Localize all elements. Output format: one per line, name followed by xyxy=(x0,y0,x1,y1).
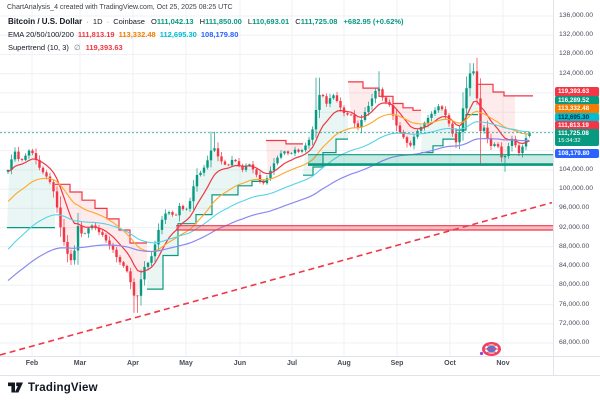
supertrend-value: 119,393.63 xyxy=(85,43,123,52)
supertrend-indicator-title[interactable]: Supertrend (10, 3) xyxy=(8,43,69,52)
supertrend-marker: ∅ xyxy=(73,43,81,52)
ema50-line xyxy=(7,110,530,253)
time-tick-label: Apr xyxy=(126,360,140,367)
price-tick-label: 88,000.00 xyxy=(559,242,590,250)
symbol-name[interactable]: Bitcoin / U.S. Dollar xyxy=(8,17,83,26)
price-tick-label: 136,000.00 xyxy=(559,12,594,19)
close-value: 111,725.08 xyxy=(300,17,338,26)
price-axis-divider xyxy=(553,0,554,375)
ema20-line xyxy=(7,100,530,273)
trendline-dashed xyxy=(0,201,553,356)
legend-separator: · xyxy=(106,17,110,26)
price-tick-label: 100,000.00 xyxy=(559,185,594,193)
time-tick-label: Jul xyxy=(286,360,298,367)
supertrend-down-line xyxy=(55,183,147,244)
time-axis-divider xyxy=(0,356,600,357)
price-tag: 112,695.30 xyxy=(555,112,599,123)
supertrend-down-fill xyxy=(478,84,515,157)
time-tick-label: Jun xyxy=(233,360,247,367)
price-tag: 111,813.19 xyxy=(555,121,599,131)
resistance-zone[interactable] xyxy=(176,225,553,231)
time-tick-label: Mar xyxy=(73,360,87,367)
sticker-icon[interactable] xyxy=(478,341,502,363)
price-tick-label: 132,000.00 xyxy=(559,31,594,39)
tradingview-branding[interactable]: TradingView xyxy=(8,380,98,395)
ema-value: 112,695.30 xyxy=(159,30,197,39)
gridlines xyxy=(0,0,553,356)
ema-value: 111,813.19 xyxy=(77,30,115,39)
low-label: L xyxy=(247,17,253,26)
chart-export-note: ChartAnalysis_4 created with TradingView… xyxy=(7,4,233,11)
open-value: 111,042.13 xyxy=(156,17,194,26)
price-tick-label: 72,000.00 xyxy=(559,319,590,327)
change-value: +682.95 (+0.62%) xyxy=(343,17,404,26)
symbol-legend-row[interactable]: Bitcoin / U.S. Dollar · 1D · Coinbase O1… xyxy=(8,17,404,26)
time-tick-label: May xyxy=(179,360,193,367)
close-label: C xyxy=(295,17,301,26)
footer-divider xyxy=(0,375,600,376)
high-value: 111,850.00 xyxy=(205,17,242,26)
price-tick-label: 104,000.00 xyxy=(559,165,594,173)
supertrend-up-fill xyxy=(7,150,55,228)
ema-value: 113,332.48 xyxy=(118,30,156,39)
candlestick-series xyxy=(6,57,531,313)
supertrend-up-line xyxy=(421,114,478,154)
price-tag: 116,289.52 xyxy=(555,95,599,106)
time-tick-label: Feb xyxy=(25,360,39,367)
price-tick-label: 84,000.00 xyxy=(559,262,590,270)
price-tick-label: 76,000.00 xyxy=(559,300,590,308)
supertrend-up-fill xyxy=(421,70,478,153)
supertrend-down-fill xyxy=(348,81,421,146)
symbol-exchange[interactable]: Coinbase xyxy=(113,17,145,26)
supertrend-down-line xyxy=(478,83,533,97)
supertrend-legend-row[interactable]: Supertrend (10, 3) ∅ 119,393.63 xyxy=(8,43,123,52)
legend-separator: · xyxy=(86,17,89,26)
price-tick-label: 128,000.00 xyxy=(559,50,594,58)
ema200-line xyxy=(7,137,530,282)
supertrend-down-fill xyxy=(266,140,303,177)
ema-legend-row[interactable]: EMA 20/50/100/200 111,813.19 113,332.48 112… xyxy=(8,30,238,39)
ema100-line xyxy=(7,121,530,250)
ema-indicator-title[interactable]: EMA 20/50/100/200 xyxy=(8,30,74,39)
price-tag: 108,179.80 xyxy=(555,148,599,159)
high-label: H xyxy=(199,17,206,26)
time-tick-label: Sep xyxy=(390,360,404,367)
supertrend-up-line xyxy=(303,138,348,176)
tradingview-logo-icon xyxy=(8,382,23,393)
price-tick-label: 68,000.00 xyxy=(559,339,590,346)
ema-value: 108,179.80 xyxy=(200,30,239,39)
time-tick-label: Aug xyxy=(337,360,351,367)
supertrend-up-fill xyxy=(147,146,266,290)
tradingview-brand-text: TradingView xyxy=(28,381,98,394)
price-tag: 119,393.63 xyxy=(555,87,599,97)
price-tick-label: 80,000.00 xyxy=(559,281,590,289)
price-countdown: 15:34:32 xyxy=(558,138,581,144)
price-tag: 113,332.48 xyxy=(555,104,599,114)
support-zone[interactable] xyxy=(308,154,553,166)
open-label: O xyxy=(151,17,157,26)
symbol-interval[interactable]: 1D xyxy=(92,17,103,26)
time-tick-label: Oct xyxy=(444,360,456,367)
price-tick-label: 92,000.00 xyxy=(559,223,590,231)
time-tick-label: Nov xyxy=(496,360,510,367)
price-tick-label: 96,000.00 xyxy=(559,204,590,212)
low-value: 110,693.01 xyxy=(252,17,290,26)
current-price-tag: 111,725.08 15:34:32 xyxy=(555,128,599,146)
supertrend-down-line xyxy=(266,139,303,145)
price-tick-label: 124,000.00 xyxy=(559,69,594,77)
